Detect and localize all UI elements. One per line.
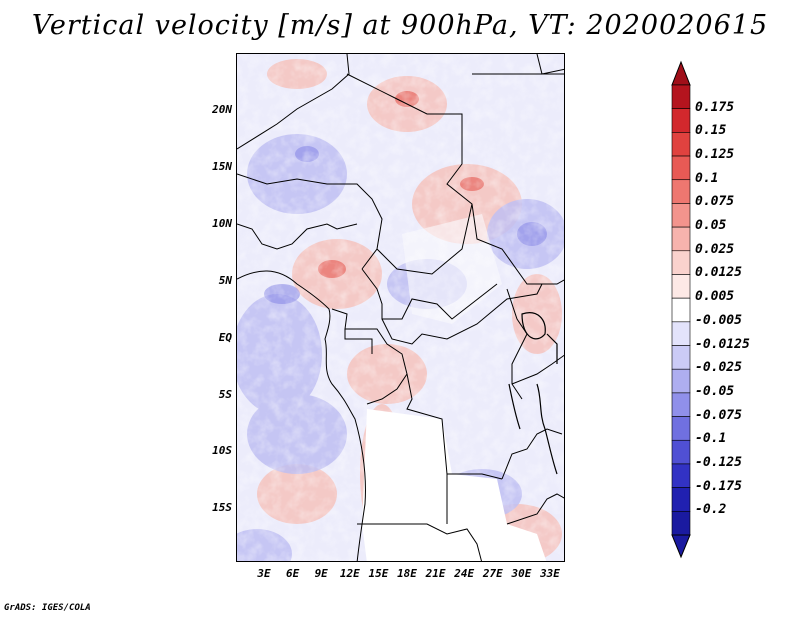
lat-tick-label: 20N — [212, 103, 232, 116]
lat-tick-label: 15N — [212, 160, 232, 173]
lat-tick-label: 15S — [212, 501, 232, 514]
lon-tick-label: 30E — [511, 567, 532, 580]
colorbar-bin — [671, 108, 691, 133]
colorbar-label: 0.1 — [695, 170, 719, 186]
colorbar-max-arrow — [671, 60, 691, 86]
velocity-field — [237, 54, 564, 561]
map-plot — [236, 53, 565, 562]
colorbar-bin — [671, 250, 691, 275]
grads-credit: GrADS: IGES/COLA — [4, 603, 91, 613]
colorbar-label: 0.005 — [695, 289, 735, 305]
colorbar-bin — [671, 511, 691, 536]
colorbar-label: -0.075 — [695, 407, 742, 423]
colorbar-min-arrow — [671, 534, 691, 559]
colorbar-bin — [671, 179, 691, 204]
colorbar-label: 0.025 — [695, 241, 735, 257]
colorbar-label: 0.125 — [695, 147, 735, 163]
lon-tick-label: 33E — [540, 567, 560, 580]
colorbar-label: 0.175 — [695, 99, 735, 115]
colorbar-bin — [671, 392, 691, 417]
lon-tick-label: 18E — [397, 567, 417, 580]
colorbar-label: 0.0125 — [695, 265, 742, 281]
lon-tick-label: 24E — [454, 567, 475, 580]
lat-tick-label: 10S — [212, 444, 232, 457]
colorbar-label: -0.125 — [695, 454, 742, 470]
colorbar-bin — [671, 297, 691, 323]
colorbar-label: -0.025 — [695, 360, 742, 376]
colorbar-bin — [671, 345, 691, 370]
colorbar-label: -0.2 — [695, 502, 727, 518]
colorbar — [671, 60, 691, 559]
colorbar-bin — [671, 368, 691, 394]
colorbar-label: -0.1 — [695, 431, 727, 447]
lat-tick-label: 5S — [218, 388, 232, 401]
lon-tick-label: 12E — [339, 567, 360, 580]
colorbar-bin — [671, 439, 691, 465]
lon-tick-label: 3E — [257, 567, 271, 580]
colorbar-label: 0.05 — [695, 218, 727, 234]
field-texture — [237, 54, 564, 561]
colorbar-label: -0.175 — [695, 478, 742, 494]
colorbar-bin — [671, 274, 691, 299]
colorbar-bin — [671, 84, 691, 109]
lat-tick-label: 5N — [218, 274, 232, 287]
colorbar-bin — [671, 132, 691, 157]
lat-tick-label: 10N — [212, 217, 232, 230]
map-title: Vertical velocity [m/s] at 900hPa, VT: 2… — [31, 10, 769, 41]
colorbar-label: -0.05 — [695, 383, 735, 399]
lon-tick-label: 9E — [314, 567, 328, 580]
colorbar-label: -0.0125 — [695, 336, 750, 352]
colorbar-bin — [671, 463, 691, 488]
colorbar-label: 0.15 — [695, 123, 727, 139]
lon-tick-label: 6E — [285, 567, 300, 580]
lon-tick-label: 15E — [368, 567, 389, 580]
colorbar-bin — [671, 416, 691, 441]
country-borders — [237, 54, 564, 561]
lon-tick-label: 27E — [482, 567, 503, 580]
colorbar-label: -0.005 — [695, 312, 742, 328]
colorbar-bin — [671, 155, 691, 181]
lakes — [508, 312, 558, 475]
colorbar-label: 0.075 — [695, 194, 735, 210]
lon-tick-label: 21E — [425, 567, 446, 580]
colorbar-bin — [671, 226, 691, 252]
colorbar-bin — [671, 321, 691, 346]
colorbar-bin — [671, 487, 691, 512]
lat-tick-label: EQ — [218, 331, 232, 344]
colorbar-bin — [671, 203, 691, 228]
